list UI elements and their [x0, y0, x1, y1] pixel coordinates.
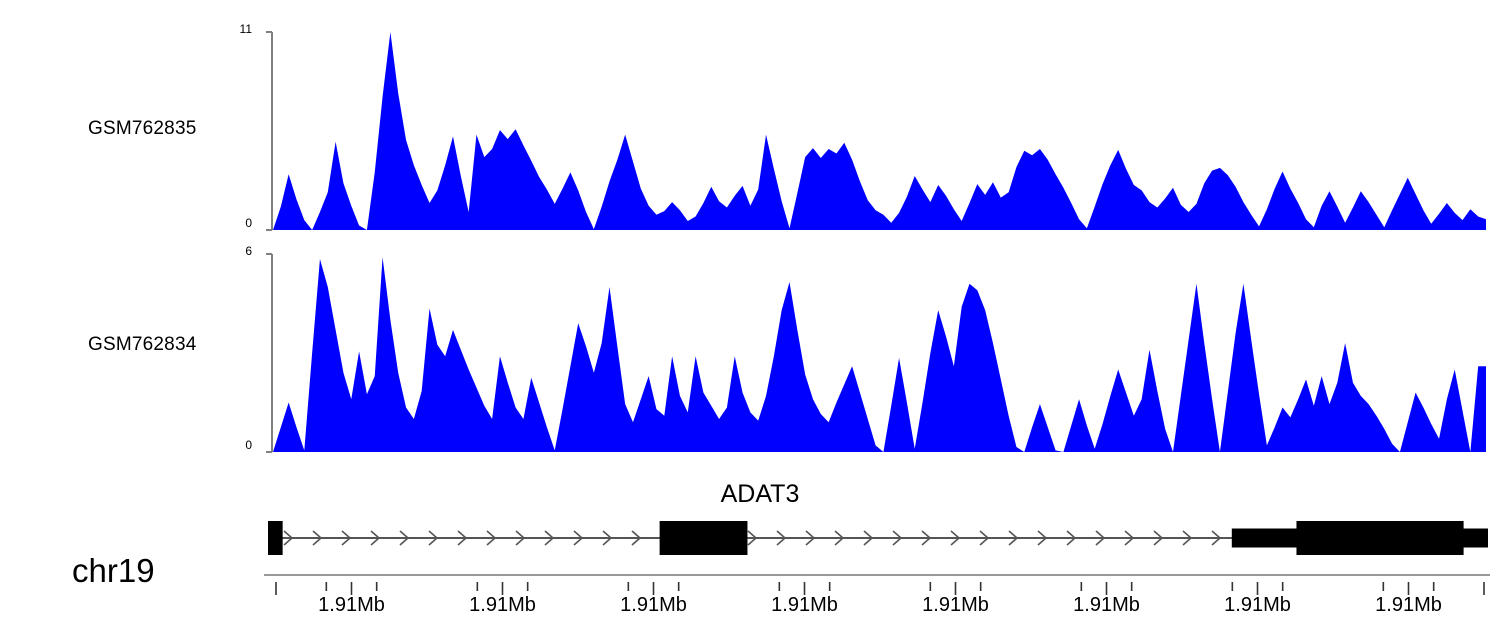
strand-arrow-icon: [979, 530, 990, 546]
strand-arrow-icon: [283, 530, 294, 546]
gene-exon-cds[interactable]: [268, 521, 283, 555]
strand-arrow-icon: [1008, 530, 1019, 546]
track-1-axis: [266, 31, 273, 231]
ruler-tick-label: 1.91Mb: [1073, 594, 1140, 616]
track-label-gsm762834: GSM762834: [88, 334, 197, 355]
strand-arrow-icon: [834, 530, 845, 546]
strand-arrow-icon: [1095, 530, 1106, 546]
strand-arrow-icon: [1182, 530, 1193, 546]
track-2-axis-max-label: 6: [245, 244, 252, 258]
ruler-tick-label: 1.91Mb: [318, 594, 385, 616]
strand-arrow-icon: [341, 530, 352, 546]
coverage-area-path: [273, 32, 1486, 230]
ruler-tick-label: 1.91Mb: [922, 594, 989, 616]
strand-arrow-icon: [892, 530, 903, 546]
ruler-tick-label: 1.91Mb: [620, 594, 687, 616]
strand-arrow-icon: [921, 530, 932, 546]
strand-arrow-icon: [805, 530, 816, 546]
strand-arrow-icon: [1211, 530, 1222, 546]
strand-arrow-icon: [399, 530, 410, 546]
strand-arrow-icon: [602, 530, 613, 546]
gene-name-label: ADAT3: [720, 480, 800, 508]
track-1-axis-max-label: 11: [239, 22, 252, 36]
strand-arrow-icon: [312, 530, 323, 546]
track-label-gsm762835: GSM762835: [88, 118, 197, 139]
track-2-axis: [266, 253, 273, 453]
strand-arrow-icon: [1066, 530, 1077, 546]
strand-arrow-icon: [631, 530, 642, 546]
gene-exon-cds[interactable]: [659, 521, 748, 555]
strand-arrow-icon: [863, 530, 874, 546]
ruler-tick-label: 1.91Mb: [1375, 594, 1442, 616]
coverage-track-gsm762835[interactable]: [258, 30, 1488, 232]
gene-exon-cds[interactable]: [1296, 521, 1464, 555]
ruler-tick-label: 1.91Mb: [1224, 594, 1291, 616]
strand-arrow-icon: [428, 530, 439, 546]
ruler-tick-label: 1.91Mb: [771, 594, 838, 616]
gene-model-track[interactable]: [268, 516, 1488, 560]
track-2-axis-min-label: 0: [245, 438, 252, 452]
strand-arrow-icon: [1037, 530, 1048, 546]
ruler-tick-marks: [275, 582, 1485, 595]
strand-arrow-icon: [457, 530, 468, 546]
strand-arrow-icon: [747, 530, 758, 546]
strand-arrow-icon: [486, 530, 497, 546]
strand-arrow-icon: [1124, 530, 1135, 546]
track-1-axis-min-label: 0: [245, 216, 252, 230]
strand-arrow-icon: [950, 530, 961, 546]
strand-arrow-icon: [544, 530, 555, 546]
strand-arrow-icon: [515, 530, 526, 546]
coverage-area-path: [273, 257, 1486, 452]
strand-arrow-icon: [370, 530, 381, 546]
strand-arrow-icon: [1153, 530, 1164, 546]
chromosome-label: chr19: [72, 552, 155, 589]
genomic-coordinate-ruler[interactable]: [262, 570, 1492, 596]
ruler-tick-label: 1.91Mb: [469, 594, 536, 616]
coverage-track-gsm762834[interactable]: [258, 252, 1488, 454]
strand-arrow-icon: [776, 530, 787, 546]
strand-arrow-icon: [573, 530, 584, 546]
gene-exon-blocks: [268, 521, 1488, 555]
